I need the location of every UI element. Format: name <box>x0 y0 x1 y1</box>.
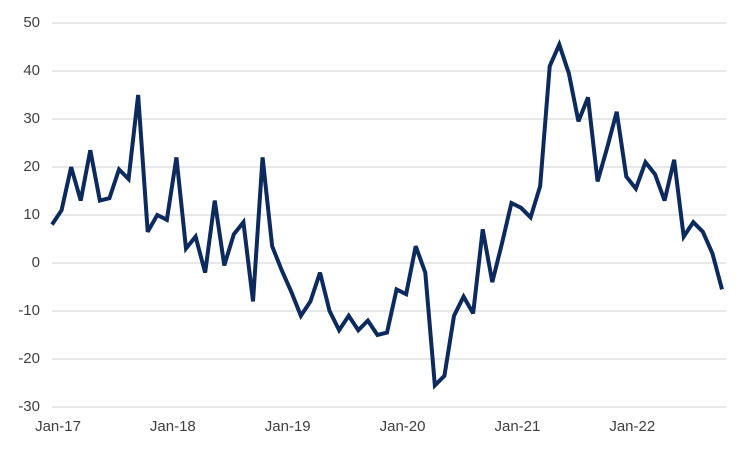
y-tick-label: 30 <box>23 110 40 127</box>
x-tick-label: Jan-19 <box>265 418 311 435</box>
x-tick-label: Jan-20 <box>380 418 426 435</box>
y-tick-label: -30 <box>18 398 40 415</box>
y-tick-label: 40 <box>23 62 40 79</box>
x-tick-label: Jan-22 <box>609 418 655 435</box>
y-tick-label: -10 <box>18 302 40 319</box>
x-tick-label: Jan-18 <box>150 418 196 435</box>
y-tick-label: -20 <box>18 350 40 367</box>
y-tick-label: 50 <box>23 14 40 31</box>
x-tick-label: Jan-17 <box>35 418 81 435</box>
data-line <box>50 39 724 390</box>
y-tick-label: 10 <box>23 206 40 223</box>
x-tick-label: Jan-21 <box>494 418 540 435</box>
y-tick-label: 0 <box>32 254 40 271</box>
y-tick-label: 20 <box>23 158 40 175</box>
